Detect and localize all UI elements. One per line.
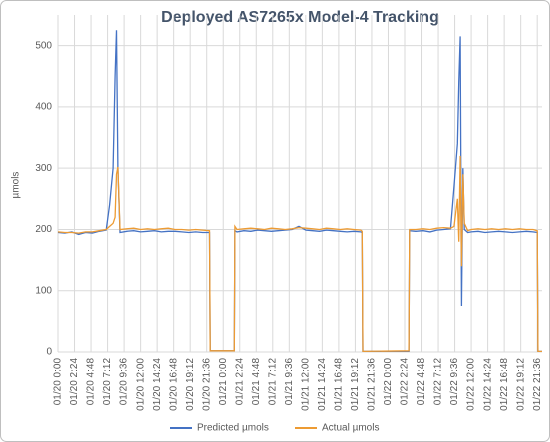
x-tick-label: 01/22 12:00 xyxy=(466,358,477,411)
x-tick-label: 01/22 7:12 xyxy=(433,358,444,406)
x-tick-label: 01/22 0:00 xyxy=(383,358,394,406)
x-tick-label: 01/22 21:36 xyxy=(532,358,543,411)
y-tick-label: 100 xyxy=(35,285,52,296)
x-tick-label: 01/21 16:48 xyxy=(334,358,345,411)
x-tick-label: 01/20 0:00 xyxy=(53,358,64,406)
x-tick-label: 01/20 9:36 xyxy=(119,358,130,406)
x-tick-label: 01/21 4:48 xyxy=(251,358,262,406)
y-tick-label: 500 xyxy=(35,40,52,51)
x-tick-label: 01/22 2:24 xyxy=(400,358,411,406)
x-tick-label: 01/21 9:36 xyxy=(284,358,295,406)
y-axis-label: µmols xyxy=(11,172,22,199)
x-tick-label: 01/21 21:36 xyxy=(367,358,378,411)
legend-label: Predicted µmols xyxy=(197,423,269,434)
x-tick-label: 01/22 16:48 xyxy=(499,358,510,411)
x-tick-label: 01/22 9:36 xyxy=(449,358,460,406)
x-tick-label: 01/21 7:12 xyxy=(267,358,278,406)
x-tick-label: 01/21 12:00 xyxy=(300,358,311,411)
x-tick-label: 01/20 7:12 xyxy=(102,358,113,406)
x-tick-label: 01/20 14:24 xyxy=(152,358,163,411)
x-tick-label: 01/21 0:00 xyxy=(218,358,229,406)
legend-label: Actual µmols xyxy=(322,423,379,434)
y-tick-label: 300 xyxy=(35,163,52,174)
x-tick-label: 01/20 2:24 xyxy=(69,358,80,406)
x-tick-label: 01/20 12:00 xyxy=(135,358,146,411)
x-tick-label: 01/21 19:12 xyxy=(350,358,361,411)
x-tick-label: 01/20 19:12 xyxy=(185,358,196,411)
y-tick-label: 400 xyxy=(35,102,52,113)
y-tick-label: 0 xyxy=(46,347,52,358)
x-tick-label: 01/22 14:24 xyxy=(482,358,493,411)
y-tick-label: 200 xyxy=(35,224,52,235)
series-line xyxy=(57,155,542,353)
x-tick-label: 01/20 4:48 xyxy=(86,358,97,406)
x-tick-label: 01/21 2:24 xyxy=(234,358,245,406)
x-tick-label: 01/21 14:24 xyxy=(317,358,328,411)
x-tick-label: 01/20 16:48 xyxy=(168,358,179,411)
x-tick-label: 01/22 19:12 xyxy=(515,358,526,411)
chart-title: Deployed AS7265x Model-4 Tracking xyxy=(161,9,439,26)
x-tick-label: 01/20 21:36 xyxy=(201,358,212,411)
x-tick-label: 01/22 4:48 xyxy=(416,358,427,406)
